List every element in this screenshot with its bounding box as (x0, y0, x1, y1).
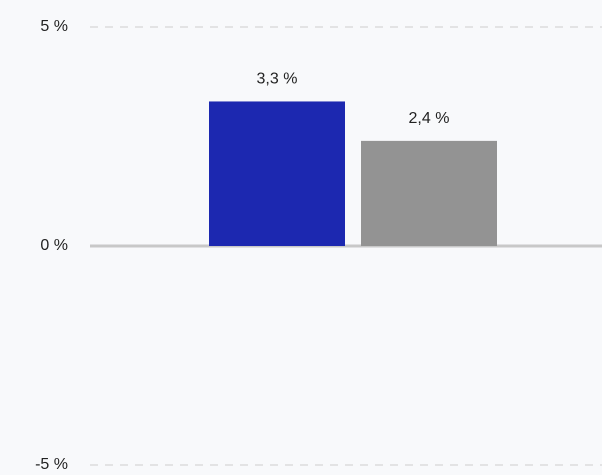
value-label: 3,3 % (257, 71, 298, 88)
bar (361, 140, 497, 246)
bar (209, 101, 345, 247)
y-tick-label: 5 % (40, 18, 68, 35)
y-tick-label: -5 % (35, 456, 68, 473)
value-label: 2,4 % (409, 110, 450, 127)
y-tick-label: 0 % (40, 237, 68, 254)
